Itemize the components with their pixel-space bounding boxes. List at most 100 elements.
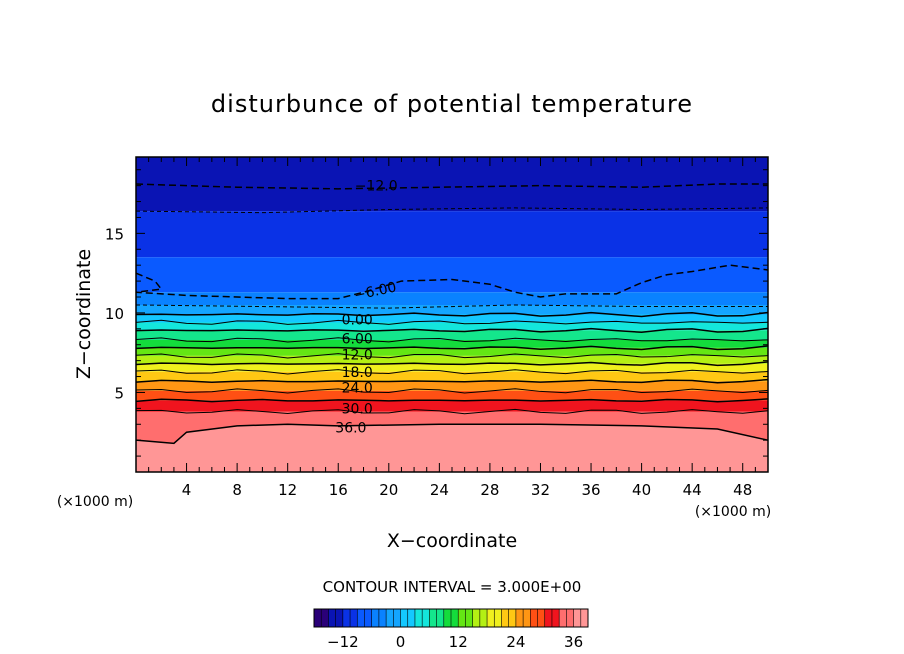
colorbar-swatch bbox=[508, 609, 517, 627]
contour-label: 24.0 bbox=[342, 381, 373, 397]
contour-label: 30.0 bbox=[342, 401, 373, 417]
solid-contour-line bbox=[135, 353, 769, 359]
solid-contour-line bbox=[135, 423, 769, 445]
colorbar-swatch bbox=[458, 609, 466, 627]
x-tick-label: 36 bbox=[581, 481, 600, 499]
x-tick-label: 24 bbox=[430, 481, 449, 499]
cold-band bbox=[136, 157, 768, 185]
colorbar-swatch bbox=[342, 609, 351, 627]
colorbar-swatch bbox=[407, 609, 416, 627]
solid-contour-line bbox=[135, 337, 769, 343]
y-tick-label: 5 bbox=[114, 384, 124, 402]
warm-band bbox=[136, 347, 768, 356]
colorbar-swatch bbox=[465, 609, 474, 627]
y-axis: 5 10 15 bbox=[105, 169, 768, 457]
colorbar bbox=[313, 608, 589, 628]
colorbar-swatch bbox=[371, 609, 380, 627]
colorbar-swatch bbox=[357, 609, 365, 627]
solid-contour-line bbox=[135, 398, 769, 403]
contour-label: −12.0 bbox=[355, 179, 398, 195]
x-tick-label: 16 bbox=[329, 481, 348, 499]
solid-contour-line bbox=[135, 369, 769, 375]
contour-lines bbox=[135, 183, 769, 445]
y-axis-label: Z−coordinate bbox=[73, 249, 95, 379]
colorbar-swatch bbox=[573, 609, 582, 627]
colorbar-swatch bbox=[335, 609, 344, 627]
colorbar-swatch bbox=[400, 609, 409, 627]
colorbar-ticks: −12 0 12 24 36 bbox=[327, 633, 583, 651]
x-tick-label: 28 bbox=[480, 481, 499, 499]
warm-band bbox=[136, 314, 768, 323]
colorbar-swatch bbox=[544, 609, 553, 627]
colorbar-swatch bbox=[501, 609, 510, 627]
colorbar-swatch bbox=[429, 609, 438, 627]
cold-band bbox=[136, 257, 768, 293]
contour-label: 6.00 bbox=[342, 331, 373, 347]
dashed-contour-line bbox=[135, 304, 768, 309]
colorbar-tick-label: 12 bbox=[449, 633, 468, 651]
x-axis-label: X−coordinate bbox=[387, 530, 517, 552]
colorbar-swatch bbox=[566, 609, 575, 627]
solid-contour-line bbox=[135, 311, 769, 318]
temperature-fill bbox=[136, 157, 768, 472]
solid-contour-line bbox=[135, 388, 769, 394]
cold-band bbox=[136, 184, 768, 212]
colorbar-swatch bbox=[580, 609, 589, 627]
contour-interval-text: CONTOUR INTERVAL = 3.000E+00 bbox=[323, 578, 582, 596]
x-tick-label: 44 bbox=[683, 481, 702, 499]
colorbar-swatch bbox=[393, 609, 402, 627]
colorbar-swatch bbox=[515, 609, 524, 627]
cold-band bbox=[136, 292, 768, 305]
solid-contour-line bbox=[135, 319, 769, 325]
warm-band bbox=[136, 411, 768, 444]
solid-contour-line bbox=[135, 361, 769, 367]
colorbar-swatch bbox=[451, 609, 459, 627]
x-tick-label: 20 bbox=[379, 481, 398, 499]
colorbar-swatch bbox=[537, 609, 546, 627]
warm-band bbox=[136, 371, 768, 382]
colorbar-swatch bbox=[487, 609, 495, 627]
colorbar-swatch bbox=[472, 609, 481, 627]
x-tick-label: 40 bbox=[632, 481, 651, 499]
colorbar-swatch bbox=[443, 609, 452, 627]
solid-contour-line bbox=[135, 345, 769, 351]
y-tick-label: 10 bbox=[105, 305, 124, 323]
dashed-contour-line bbox=[135, 264, 769, 300]
colorbar-swatch bbox=[386, 609, 394, 627]
colorbar-swatch bbox=[559, 609, 567, 627]
colorbar-swatch bbox=[364, 609, 373, 627]
colorbar-swatch bbox=[422, 609, 430, 627]
x-tick-label: 32 bbox=[531, 481, 550, 499]
warm-band bbox=[136, 363, 768, 372]
colorbar-swatch bbox=[523, 609, 531, 627]
warm-band bbox=[136, 390, 768, 401]
colorbar-swatch bbox=[494, 609, 502, 627]
contour-label: 36.0 bbox=[335, 420, 366, 436]
cold-band bbox=[136, 211, 768, 258]
colorbar-swatch bbox=[314, 609, 322, 627]
colorbar-swatch bbox=[414, 609, 423, 627]
x-unit-label: (×1000 m) bbox=[695, 504, 771, 520]
solid-contour-line bbox=[135, 327, 769, 333]
chart-title: disturbunce of potential temperature bbox=[211, 90, 693, 118]
dashed-contour-line bbox=[135, 183, 768, 190]
warm-band bbox=[136, 381, 768, 391]
solid-contour-line bbox=[135, 378, 769, 384]
colorbar-swatch bbox=[378, 609, 387, 627]
colorbar-tick-label: 36 bbox=[564, 633, 583, 651]
colorbar-swatch bbox=[350, 609, 358, 627]
warm-band bbox=[136, 330, 768, 340]
contour-label: 18.0 bbox=[342, 365, 373, 381]
colorbar-swatch bbox=[479, 609, 488, 627]
x-tick-label: 8 bbox=[232, 481, 242, 499]
dashed-contour-line bbox=[135, 207, 769, 214]
contour-label: 12.0 bbox=[342, 347, 373, 363]
x-tick-label: 4 bbox=[182, 481, 192, 499]
solid-contour-line bbox=[135, 408, 769, 415]
colorbar-swatch bbox=[436, 609, 445, 627]
hot-band bbox=[136, 424, 768, 472]
colorbar-swatch bbox=[530, 609, 539, 627]
cold-band bbox=[136, 304, 768, 315]
x-tick-label: 48 bbox=[733, 481, 752, 499]
contour-label: 0.00 bbox=[342, 312, 373, 328]
